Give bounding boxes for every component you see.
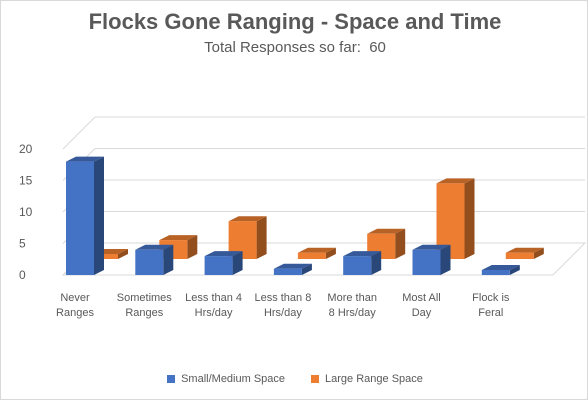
bar-top (135, 244, 174, 250)
bar-top (228, 216, 267, 222)
x-tick-label: Flock is (472, 292, 510, 304)
x-tick-label: Hrs/day (264, 307, 302, 319)
bar-top (273, 263, 312, 269)
bar-side (94, 156, 104, 275)
x-tick-label: More than (327, 292, 377, 304)
x-tick-label: Sometimes (117, 292, 173, 304)
bar-top (297, 247, 336, 253)
legend: Small/Medium Space Large Range Space (1, 373, 588, 385)
bar-top (343, 251, 382, 257)
x-tick-label: Never (60, 292, 90, 304)
chart-subtitle: Total Responses so far: 60 (204, 39, 386, 56)
bar-side (509, 265, 520, 275)
x-tick-label: 8 Hrs/day (329, 307, 377, 319)
legend-item-large-range: Large Range Space (311, 373, 423, 385)
bar (204, 256, 233, 275)
y-tick-label: 15 (19, 174, 33, 188)
x-tick-label: Less than 4 (185, 292, 242, 304)
bar (135, 249, 164, 275)
bar-side (256, 216, 267, 259)
bar-side (533, 247, 544, 259)
bar-top (505, 247, 544, 253)
bar-side (163, 244, 174, 275)
bar-top (66, 156, 104, 162)
bar (412, 249, 441, 275)
bar (481, 270, 510, 275)
y-tick-label: 5 (19, 237, 26, 251)
x-tick-label: Ranges (125, 307, 163, 319)
bar-top (481, 265, 520, 270)
bar-side (464, 178, 475, 259)
x-tick-label: Most All (402, 292, 441, 304)
x-tick-label: Ranges (56, 307, 94, 319)
bar-side (301, 263, 312, 275)
bar (66, 161, 94, 275)
x-tick-label: Feral (478, 307, 503, 319)
bar-side (325, 247, 336, 259)
x-tick-label: Less than 8 (254, 292, 311, 304)
bar-top (204, 251, 243, 257)
legend-swatch-small-medium (167, 375, 176, 383)
bar-side (371, 251, 382, 275)
legend-label-small-medium: Small/Medium Space (181, 373, 286, 385)
legend-label-large-range: Large Range Space (325, 373, 423, 385)
bar-top (367, 228, 406, 234)
bar (505, 252, 534, 259)
x-tick-label: Day (412, 307, 432, 319)
y-tick-label: 10 (19, 205, 33, 219)
bar-top (159, 235, 198, 241)
bar-side (395, 228, 406, 259)
bar-side (118, 249, 128, 259)
bar (343, 256, 372, 275)
y-tick-label: 20 (19, 142, 33, 156)
bar-side (232, 251, 243, 275)
bar-top (436, 178, 475, 184)
x-tick-label: Hrs/day (195, 307, 233, 319)
chart-title: Flocks Gone Ranging - Space and Time (88, 9, 502, 34)
legend-item-small-medium: Small/Medium Space (167, 373, 285, 385)
gridline-side (62, 116, 96, 150)
legend-swatch-large-range (311, 375, 320, 383)
bar-side (440, 244, 451, 275)
bar-side (187, 235, 198, 259)
bar (297, 252, 326, 259)
y-tick-label: 0 (19, 268, 26, 282)
bar (273, 268, 302, 275)
bar-top (412, 244, 451, 250)
